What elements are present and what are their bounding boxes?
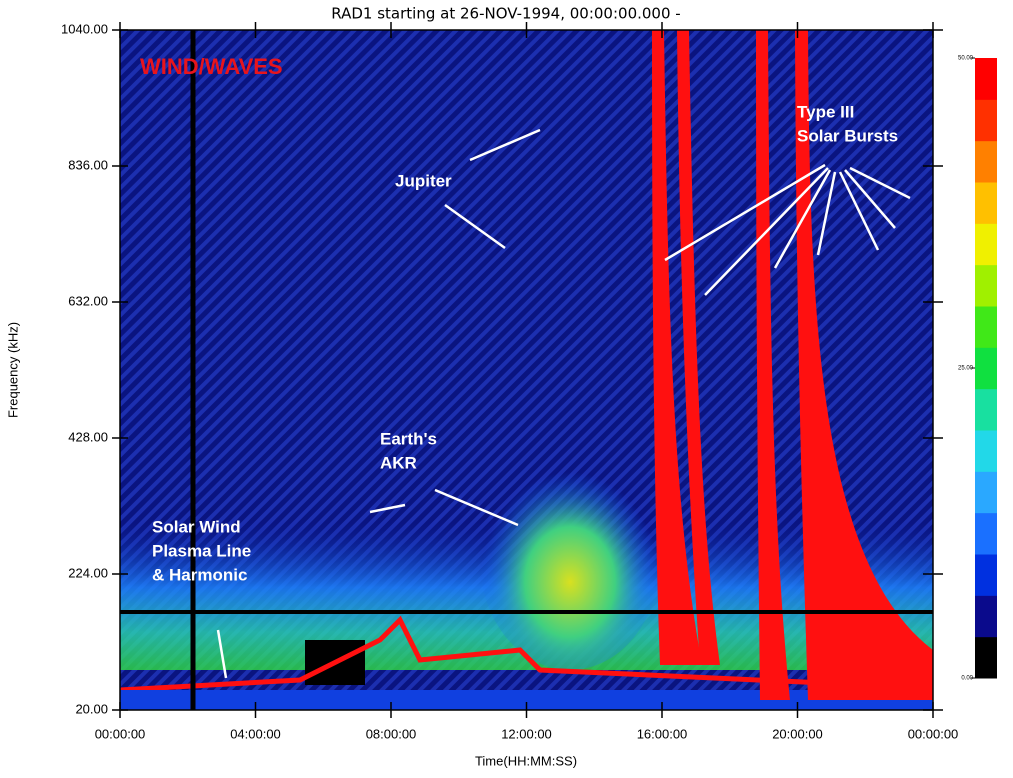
colorbar-tick-label: 50.00 <box>958 56 974 62</box>
x-tick-label: 20:00:00 <box>772 726 823 741</box>
colorbar-band <box>975 223 997 266</box>
colorbar-band <box>975 512 997 555</box>
x-tick-label: 04:00:00 <box>230 726 281 741</box>
colorbar-tick-label: 25.00 <box>958 366 974 372</box>
colorbar-band <box>975 595 997 638</box>
annotation: AKR <box>380 453 417 472</box>
arrows <box>216 128 911 679</box>
colorbar-band <box>975 636 997 679</box>
colorbar-tick-label: 0.00 <box>961 676 973 682</box>
x-tick-label: 08:00:00 <box>366 726 417 741</box>
annotation: Solar Wind <box>152 517 241 536</box>
y-axis-label: Frequency (kHz) <box>5 322 20 418</box>
low-band <box>120 690 933 710</box>
y-tick-label: 836.00 <box>68 157 108 172</box>
colorbar-band <box>975 99 997 142</box>
type-iii-burst <box>652 30 702 665</box>
colorbar-band <box>975 58 997 100</box>
x-tick-label: 12:00:00 <box>501 726 552 741</box>
colorbar-band <box>975 388 997 431</box>
colorbar-band <box>975 471 997 514</box>
colorbar-band <box>975 347 997 390</box>
colorbar-band <box>975 554 997 596</box>
colorbar-band <box>975 306 997 348</box>
annotation: Plasma Line <box>152 541 251 560</box>
x-tick-label: 16:00:00 <box>637 726 688 741</box>
y-tick-label: 224.00 <box>68 565 108 580</box>
plasma-line <box>120 615 933 693</box>
annotation: & Harmonic <box>152 565 247 584</box>
akr-emission <box>480 450 660 670</box>
colorbar-band <box>975 264 997 307</box>
type-iii-burst <box>677 30 720 665</box>
annotation: Earth's <box>380 429 437 448</box>
y-tick-label: 20.00 <box>75 701 108 716</box>
y-tick-label: 632.00 <box>68 293 108 308</box>
colorbar-band <box>975 140 997 183</box>
x-tick-label: 00:00:00 <box>908 726 959 741</box>
y-tick-label: 428.00 <box>68 429 108 444</box>
type-iii-burst <box>795 30 933 700</box>
spectrogram <box>120 30 933 710</box>
colorbar-band <box>975 430 997 472</box>
annotation: WIND/WAVES <box>140 54 283 79</box>
colorbar-band <box>975 182 997 224</box>
x-axis-label: Time(HH:MM:SS) <box>475 753 577 768</box>
chart-title: RAD1 starting at 26-NOV-1994, 00:00:00.0… <box>331 5 680 23</box>
x-tick-label: 00:00:00 <box>95 726 146 741</box>
y-tick-label: 1040.00 <box>61 21 108 36</box>
annotation: Jupiter <box>395 171 452 190</box>
type-iii-burst <box>756 30 790 700</box>
annotation: Solar Bursts <box>797 126 898 145</box>
annotation: Type III <box>797 102 854 121</box>
